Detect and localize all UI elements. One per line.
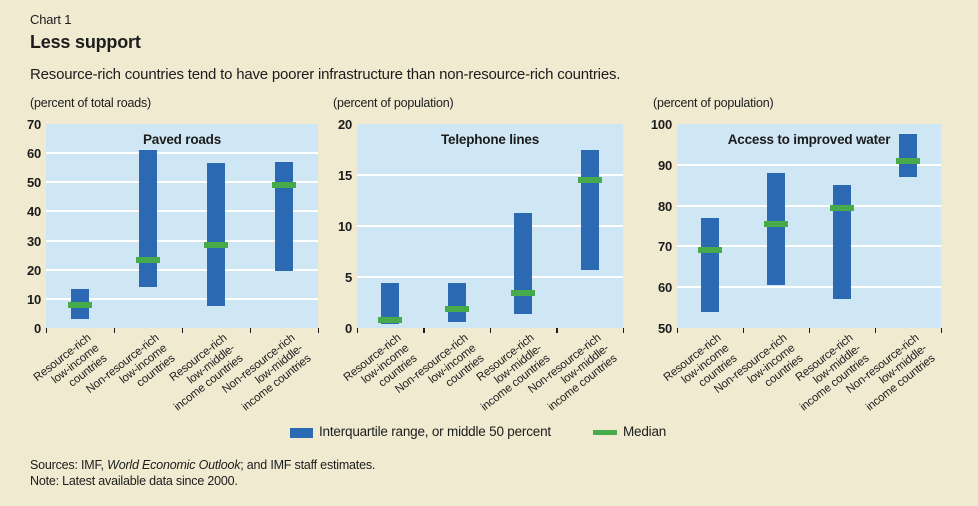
y-tick-label: 5 <box>344 270 352 285</box>
gridline <box>46 297 318 300</box>
y-tick-label: 10 <box>337 219 352 234</box>
panel-title: Telephone lines <box>440 132 540 147</box>
y-tick-label: 40 <box>26 204 41 220</box>
plot-area <box>46 124 318 328</box>
median-marker <box>204 241 228 248</box>
x-tick-mark <box>45 328 47 333</box>
y-tick-label: 70 <box>657 239 672 255</box>
chart-title: Less support <box>30 32 141 52</box>
median-marker <box>136 256 160 263</box>
x-tick-mark <box>808 328 810 333</box>
y-tick-label: 50 <box>26 175 41 191</box>
median-marker <box>444 305 469 312</box>
gridline <box>46 152 318 155</box>
median-marker <box>764 220 788 227</box>
x-tick-mark <box>940 328 942 333</box>
median-marker <box>68 301 92 308</box>
sources-line: Sources: IMF, World Economic Outlook; an… <box>30 458 375 472</box>
chart-kicker: Chart 1 <box>30 12 72 27</box>
x-tick-mark <box>113 328 115 333</box>
y-tick-label: 80 <box>657 198 672 214</box>
iqr-bar <box>767 172 785 286</box>
plot-area <box>677 124 941 328</box>
median-marker <box>378 316 403 323</box>
iqr-legend-label: Interquartile range, or middle 50 percen… <box>319 424 551 439</box>
iqr-bar <box>514 212 533 314</box>
x-tick-mark <box>556 328 558 333</box>
note-line: Note: Latest available data since 2000. <box>30 474 238 488</box>
y-tick-label: 100 <box>650 117 672 132</box>
axis-unit-label: (percent of total roads) <box>30 96 151 110</box>
x-tick-mark <box>622 328 624 333</box>
iqr-bar <box>899 134 917 178</box>
sources-prefix: Sources: IMF, <box>30 458 108 472</box>
gridline <box>677 204 941 207</box>
y-tick-label: 0 <box>33 321 41 336</box>
gridline <box>677 245 941 248</box>
sources-suffix: ; and IMF staff estimates. <box>240 458 376 472</box>
y-tick-label: 50 <box>657 321 672 336</box>
gridline <box>357 225 623 227</box>
median-marker <box>698 247 722 254</box>
y-tick-label: 60 <box>26 146 41 162</box>
x-tick-mark <box>317 328 319 333</box>
iqr-bar <box>275 161 293 272</box>
gridline <box>677 163 941 166</box>
x-tick-mark <box>181 328 183 333</box>
median-legend-label: Median <box>623 424 667 439</box>
iqr-bar <box>139 150 157 288</box>
median-marker <box>577 177 602 184</box>
x-tick-mark <box>356 328 358 333</box>
plot-area <box>357 124 623 328</box>
median-marker <box>511 290 536 297</box>
sources-publication: World Economic Outlook <box>107 458 241 472</box>
chart-subtitle: Resource-rich countries tend to have poo… <box>30 66 621 83</box>
axis-unit-label: (percent of population) <box>333 96 454 110</box>
y-tick-label: 15 <box>337 168 352 183</box>
x-tick-mark <box>676 328 678 333</box>
y-tick-label: 60 <box>657 280 672 296</box>
x-tick-mark <box>423 328 425 333</box>
gridline <box>46 210 318 213</box>
y-tick-label: 90 <box>657 157 672 173</box>
x-tick-mark <box>249 328 251 333</box>
y-tick-label: 70 <box>26 117 41 132</box>
y-tick-label: 30 <box>26 233 41 249</box>
x-tick-mark <box>742 328 744 333</box>
panel-title: Paved roads <box>142 132 222 147</box>
gridline <box>46 181 318 184</box>
gridline <box>46 268 318 271</box>
iqr-bar <box>381 283 400 324</box>
gridline <box>357 276 623 278</box>
y-tick-label: 20 <box>26 262 41 278</box>
iqr-bar <box>580 149 599 270</box>
iqr-bar <box>701 217 719 312</box>
x-tick-mark <box>874 328 876 333</box>
median-marker <box>896 157 920 164</box>
axis-unit-label: (percent of population) <box>653 96 774 110</box>
iqr-bar <box>833 185 851 300</box>
gridline <box>357 174 623 176</box>
median-marker <box>272 182 296 189</box>
gridline <box>46 239 318 242</box>
iqr-bar <box>207 163 225 307</box>
y-tick-label: 10 <box>26 291 41 307</box>
gridline <box>677 286 941 289</box>
y-tick-label: 0 <box>344 321 352 336</box>
x-tick-mark <box>489 328 491 333</box>
panel-title: Access to improved water <box>727 132 891 147</box>
iqr-bar <box>447 283 466 322</box>
y-tick-label: 20 <box>337 117 352 132</box>
median-swatch-icon <box>593 430 617 435</box>
median-marker <box>830 204 854 211</box>
iqr-swatch-icon <box>290 428 313 438</box>
